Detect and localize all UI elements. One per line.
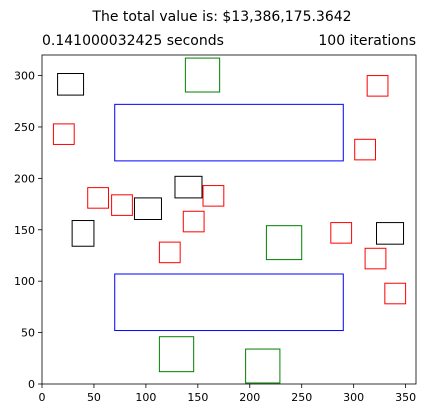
x-tick-label: 350 — [395, 391, 416, 404]
y-tick-label: 50 — [21, 327, 35, 340]
rectangle-black-8 — [133, 197, 162, 221]
rectangle-red-16 — [158, 241, 181, 264]
data-rectangles — [52, 57, 407, 384]
chart-subtitle-left: 0.141000032425 seconds — [42, 33, 224, 49]
rectangle-black-7 — [174, 175, 203, 199]
rectangle-blue-1 — [114, 273, 344, 332]
rectangle-black-9 — [71, 220, 95, 247]
x-tick-label: 0 — [39, 391, 46, 404]
x-tick-label: 100 — [135, 391, 156, 404]
rectangle-red-15 — [182, 210, 205, 233]
y-tick-label: 300 — [14, 70, 35, 83]
rectangle-black-6 — [57, 73, 85, 96]
rectangle-green-3 — [265, 225, 303, 261]
x-tick-label: 200 — [239, 391, 260, 404]
plot-frame — [41, 54, 417, 385]
x-tick-label: 50 — [87, 391, 101, 404]
y-tick-label: 150 — [14, 224, 35, 237]
rectangle-red-12 — [87, 187, 109, 209]
y-tick-label: 200 — [14, 172, 35, 185]
rectangle-red-20 — [366, 75, 389, 97]
y-tick-label: 0 — [28, 378, 35, 391]
rectangle-red-11 — [52, 123, 75, 145]
rectangle-red-18 — [364, 247, 387, 270]
rectangle-red-21 — [354, 138, 376, 161]
axis-ticks: 0 50 100 150 200 250 300 350 0 50 100 150 200 250 300 — [14, 70, 416, 404]
chart-subtitle-right: 100 iterations — [318, 33, 416, 49]
rectangle-green-2 — [184, 57, 221, 93]
chart-title: The total value is: $13,386,175.3642 — [91, 9, 351, 25]
rectangle-green-5 — [245, 348, 281, 384]
rectangle-red-17 — [330, 222, 353, 244]
x-tick-label: 150 — [187, 391, 208, 404]
rectangle-red-19 — [384, 282, 407, 305]
x-tick-label: 250 — [291, 391, 312, 404]
rectangle-black-10 — [376, 222, 405, 245]
rectangle-red-13 — [111, 194, 133, 216]
x-tick-label: 300 — [343, 391, 364, 404]
rectangle-blue-0 — [114, 103, 344, 162]
y-tick-label: 250 — [14, 121, 35, 134]
y-tick-label: 100 — [14, 275, 35, 288]
rectangle-green-4 — [158, 336, 195, 373]
rectangle-red-14 — [202, 185, 225, 207]
